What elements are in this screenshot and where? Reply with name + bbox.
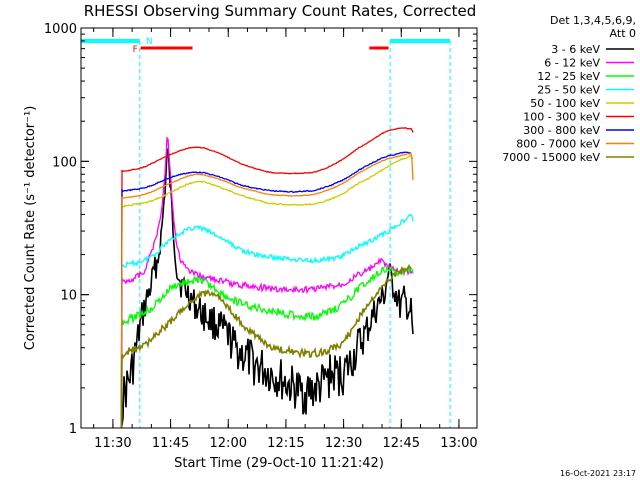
y-tick-label: 1000 [44,22,77,37]
legend-entry-label: 800 - 7000 keV [516,138,600,151]
y-tick-label: 10 [60,289,77,304]
chart-title: RHESSI Observing Summary Count Rates, Co… [84,2,477,20]
series-line-50-100keV [120,155,414,428]
series-line-300-800keV [120,151,412,428]
night-label: N [146,37,153,47]
legend-entry-label: 100 - 300 keV [523,111,600,124]
x-tick-label: 11:30 [94,436,131,451]
series-line-12-25keV [120,265,414,428]
series-line-6-12keV [120,136,414,428]
legend-entry-label: 50 - 100 keV [530,97,600,110]
y-tick-label: 1 [69,422,77,437]
legend-entry-label: 3 - 6 keV [551,43,600,56]
y-tick-label: 100 [52,155,77,170]
series-line-800-7000keV [120,152,414,428]
legend-header: Det 1,3,4,5,6,9, [550,14,636,27]
observing-annotations: NF [81,37,451,428]
y-axis: 1 10 100 1000 [44,22,477,437]
series-line-25-50keV [120,213,414,428]
x-tick-label: 12:15 [267,436,304,451]
legend-entry-label: 25 - 50 keV [537,84,600,97]
legend-entry-label: 300 - 800 keV [523,124,600,137]
plot-timestamp: 16-Oct-2021 23:17 [560,469,636,478]
series-layer [120,127,414,428]
x-tick-label: 12:00 [210,436,247,451]
series-line-7000-15000keV [120,263,412,428]
legend-entry-label: 12 - 25 keV [537,70,600,83]
x-axis: 11:30 11:45 12:00 12:15 12:30 12:45 13:00 [93,28,478,451]
x-axis-label: Start Time (29-Oct-10 11:21:42) [174,456,384,471]
series-line-100-300keV [120,127,414,428]
x-tick-label: 13:00 [440,436,477,451]
y-axis-label: Corrected Count Rate (s⁻¹ detector⁻¹) [23,106,38,351]
plot-frame [80,27,478,429]
flare-label: F [133,45,138,55]
x-tick-label: 11:45 [152,436,189,451]
legend-entry-label: 7000 - 15000 keV [502,151,600,164]
x-tick-label: 12:30 [325,436,362,451]
legend-entry-label: 6 - 12 keV [544,57,600,70]
legend-header: Att 0 [610,27,636,40]
x-tick-label: 12:45 [383,436,420,451]
